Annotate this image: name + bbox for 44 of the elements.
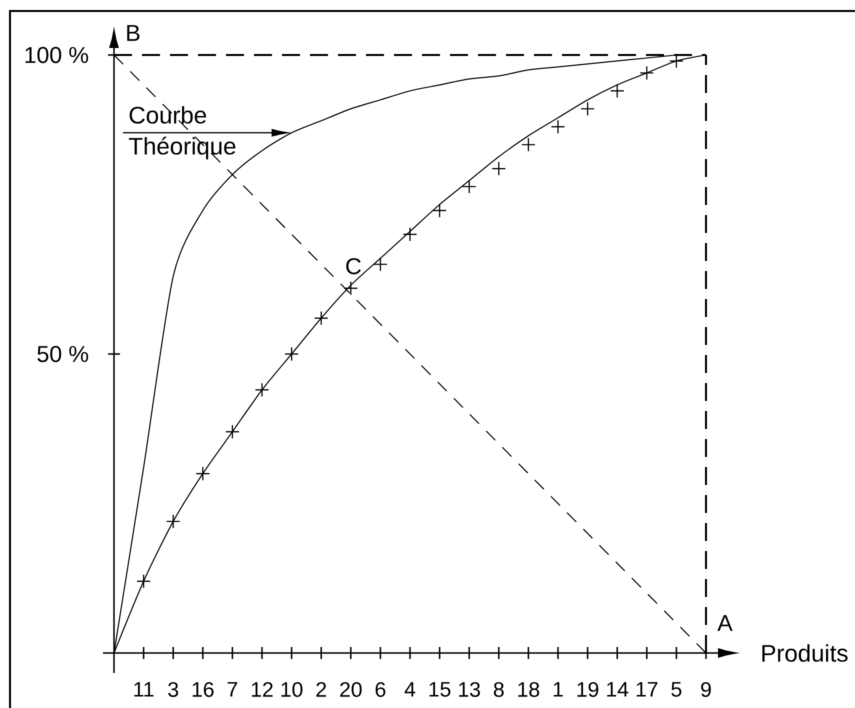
point [550, 120, 566, 134]
point [402, 227, 418, 242]
point [432, 203, 447, 218]
annotation: C [346, 258, 361, 274]
y-tick-label: 100 % [25, 46, 88, 64]
x-tick-label: 9 [701, 682, 711, 697]
x-tick-label: 11 [134, 682, 154, 697]
x-tick-label: 7 [228, 682, 238, 697]
x-axis-title: Produits [762, 644, 848, 662]
y-tick-label: 50 % [37, 346, 88, 362]
point [344, 281, 358, 296]
point [136, 574, 151, 588]
x-tick-label: 10 [282, 682, 302, 697]
point [254, 382, 270, 398]
point [196, 466, 210, 481]
point [284, 346, 299, 362]
x-tick-label: 1 [554, 682, 563, 697]
x-tick-label: 14 [607, 682, 628, 697]
x-tick-label: 20 [340, 682, 362, 697]
x-tick-label: 19 [578, 682, 598, 697]
x-tick-label: 6 [376, 682, 386, 697]
point [225, 424, 240, 439]
point [521, 138, 536, 152]
point [580, 102, 595, 116]
x-tick-label: 3 [168, 682, 178, 697]
x-tick-label: 8 [494, 682, 504, 697]
point [640, 66, 654, 80]
point [166, 514, 180, 529]
x-tick-label: 5 [671, 682, 682, 697]
x-tick-label: 4 [404, 682, 416, 697]
annotation: B [127, 25, 140, 41]
x-tick-label: 13 [459, 682, 480, 697]
point [373, 257, 388, 272]
point [462, 179, 476, 194]
x-tick-label: 18 [518, 682, 540, 697]
point [492, 161, 506, 176]
annotation: A [717, 615, 733, 631]
x-tick-label: 16 [192, 682, 214, 697]
x-tick-label: 2 [316, 682, 326, 697]
point [314, 310, 328, 326]
x-tick-label: 12 [252, 682, 273, 697]
x-tick-label: 17 [636, 682, 658, 697]
point [610, 84, 624, 98]
x-tick-label: 15 [430, 682, 450, 697]
